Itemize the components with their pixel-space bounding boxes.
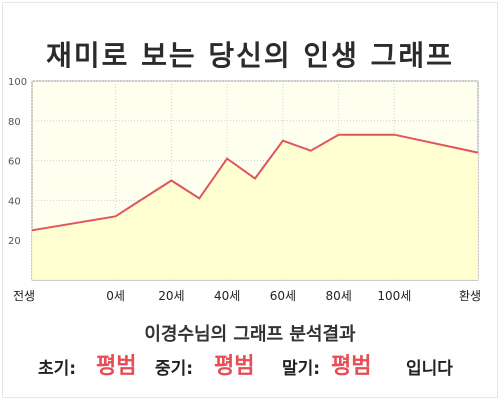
area-fill: [32, 134, 478, 280]
mid-label: 중기:: [155, 359, 194, 379]
x-tick-label: 환생: [459, 289, 481, 303]
y-axis-ticks: 20 40 60 80 100: [8, 77, 27, 247]
x-tick-label: 0세: [106, 289, 125, 303]
analysis-heading: 이경수님의 그래프 분석결과: [144, 324, 356, 345]
y-tick-label: 20: [8, 236, 21, 247]
x-tick-label: 80세: [325, 289, 351, 303]
y-tick-label: 60: [8, 157, 21, 168]
analysis-result: 초기: 평범 중기: 평범 말기: 평범 입니다: [0, 346, 500, 380]
chart-title: 재미로 보는 당신의 인생 그래프: [46, 39, 454, 72]
x-tick-label: 40세: [214, 289, 240, 303]
x-axis-ticks: 전생 0세 20세 40세 60세 80세 100세 환생: [13, 289, 481, 303]
early-label: 초기:: [38, 359, 77, 379]
early-value: 평범: [96, 354, 137, 379]
x-tick-label: 60세: [270, 289, 296, 303]
result-suffix: 입니다: [406, 359, 453, 379]
series-line: [31, 133, 479, 232]
x-tick-label: 100세: [377, 289, 411, 303]
y-tick-label: 100: [8, 77, 27, 88]
x-tick-label: 전생: [13, 289, 35, 303]
y-tick-label: 80: [8, 117, 21, 128]
late-value: 평범: [331, 354, 372, 379]
y-tick-label: 40: [8, 196, 21, 207]
mid-value: 평범: [214, 354, 255, 379]
late-label: 말기:: [282, 359, 321, 379]
x-tick-label: 20세: [158, 289, 184, 303]
